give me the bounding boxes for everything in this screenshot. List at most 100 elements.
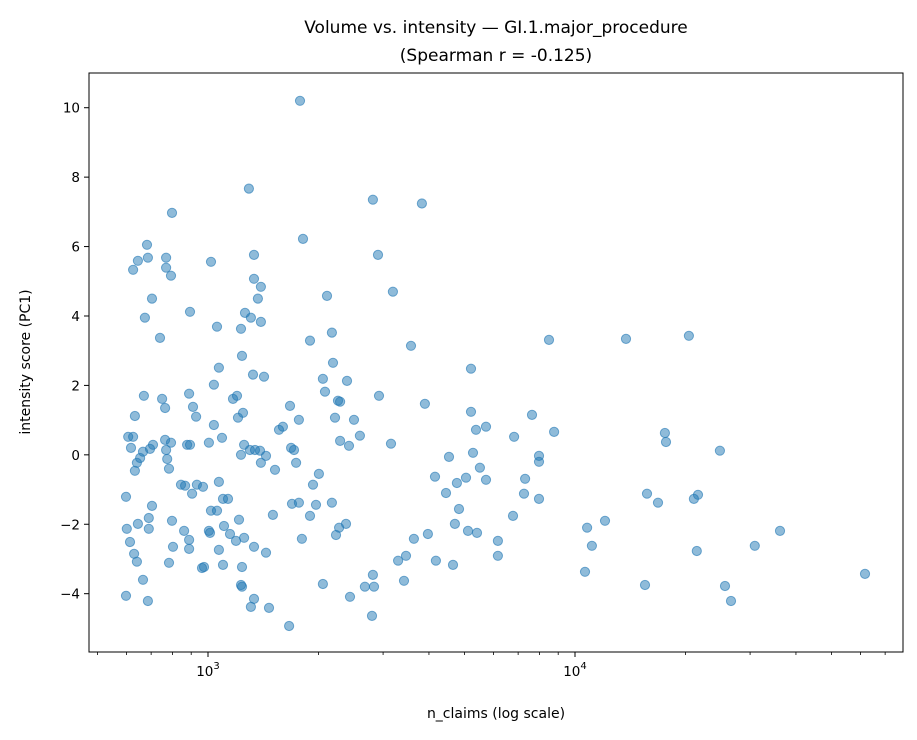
data-point (641, 488, 653, 499)
data-point (367, 194, 378, 205)
data-point (129, 465, 140, 476)
data-point (373, 390, 385, 401)
data-point (162, 453, 173, 465)
data-point (187, 488, 198, 499)
data-point (471, 527, 483, 539)
data-point (147, 439, 159, 450)
data-point (440, 487, 452, 499)
data-point (161, 252, 172, 263)
data-point (326, 497, 337, 508)
data-point (213, 362, 224, 373)
data-point (307, 479, 319, 490)
data-point (245, 601, 256, 613)
data-point (398, 575, 410, 586)
data-point (470, 424, 482, 435)
data-point (167, 541, 179, 552)
data-point (393, 555, 404, 566)
data-point (260, 450, 272, 461)
data-point (157, 393, 168, 404)
data-point (255, 281, 266, 292)
data-point (125, 442, 137, 453)
data-point (284, 620, 295, 632)
data-point (372, 249, 384, 260)
data-point (232, 412, 244, 423)
data-point (344, 591, 356, 602)
data-point (211, 505, 223, 516)
data-point (725, 595, 737, 607)
y-tick-label: 10 (63, 101, 80, 117)
data-point (533, 493, 545, 504)
data-point (236, 350, 248, 361)
data-point (582, 522, 593, 533)
data-point (142, 252, 153, 263)
data-point (385, 438, 397, 449)
data-point (335, 396, 346, 407)
data-point (166, 515, 178, 526)
data-point (141, 239, 153, 250)
data-point (533, 456, 545, 467)
data-point (236, 581, 248, 592)
data-point (197, 481, 209, 492)
data-point (243, 183, 254, 194)
data-point (430, 555, 441, 566)
data-point (128, 264, 139, 275)
data-point (235, 449, 247, 460)
data-point (132, 255, 143, 266)
data-point (639, 579, 651, 591)
data-point (180, 480, 191, 491)
data-point (217, 559, 229, 571)
data-point (660, 436, 672, 448)
x-axis-label: n_claims (log scale) (427, 706, 565, 722)
data-point (492, 535, 503, 547)
y-tick-label: 2 (71, 378, 80, 394)
data-point (165, 270, 177, 281)
data-point (263, 602, 275, 614)
data-point (216, 432, 228, 443)
data-point (131, 556, 142, 567)
data-point (354, 430, 365, 441)
data-point (284, 400, 296, 411)
data-point (543, 334, 555, 345)
data-point (343, 440, 355, 451)
data-point (408, 533, 419, 544)
y-tick-label: −2 (60, 517, 80, 533)
data-point (128, 431, 139, 442)
data-point (659, 427, 671, 439)
data-point (329, 412, 341, 423)
data-point (184, 534, 195, 546)
data-point (327, 357, 339, 368)
data-point (161, 444, 172, 456)
data-point (248, 273, 260, 284)
y-tick-label: 0 (71, 448, 80, 464)
data-point (255, 457, 266, 468)
data-point (467, 447, 479, 458)
data-point (366, 610, 378, 622)
data-point (120, 491, 132, 502)
plot-frame (88, 72, 904, 653)
x-tick-label: 103 (196, 661, 220, 680)
data-point (367, 569, 378, 581)
data-point (293, 414, 304, 425)
data-point (208, 379, 219, 390)
data-point (451, 477, 462, 489)
data-point (139, 312, 150, 323)
data-point (121, 523, 132, 534)
data-point (321, 290, 333, 301)
x-tick-label: 104 (563, 661, 587, 680)
data-point (132, 518, 143, 530)
data-point (579, 566, 591, 577)
data-point (184, 306, 196, 317)
data-point (774, 525, 786, 537)
y-tick-label: 8 (71, 170, 80, 186)
y-axis-label: intensity score (PC1) (18, 289, 34, 434)
data-point (160, 402, 171, 414)
data-point (443, 451, 455, 462)
data-point (163, 557, 175, 568)
data-point (294, 95, 306, 106)
y-axis-ticks: −4 −2 0 2 4 6 8 10 (60, 101, 89, 603)
data-point (235, 323, 247, 334)
data-point (462, 525, 474, 537)
data-point (586, 540, 598, 551)
data-point (198, 561, 210, 573)
